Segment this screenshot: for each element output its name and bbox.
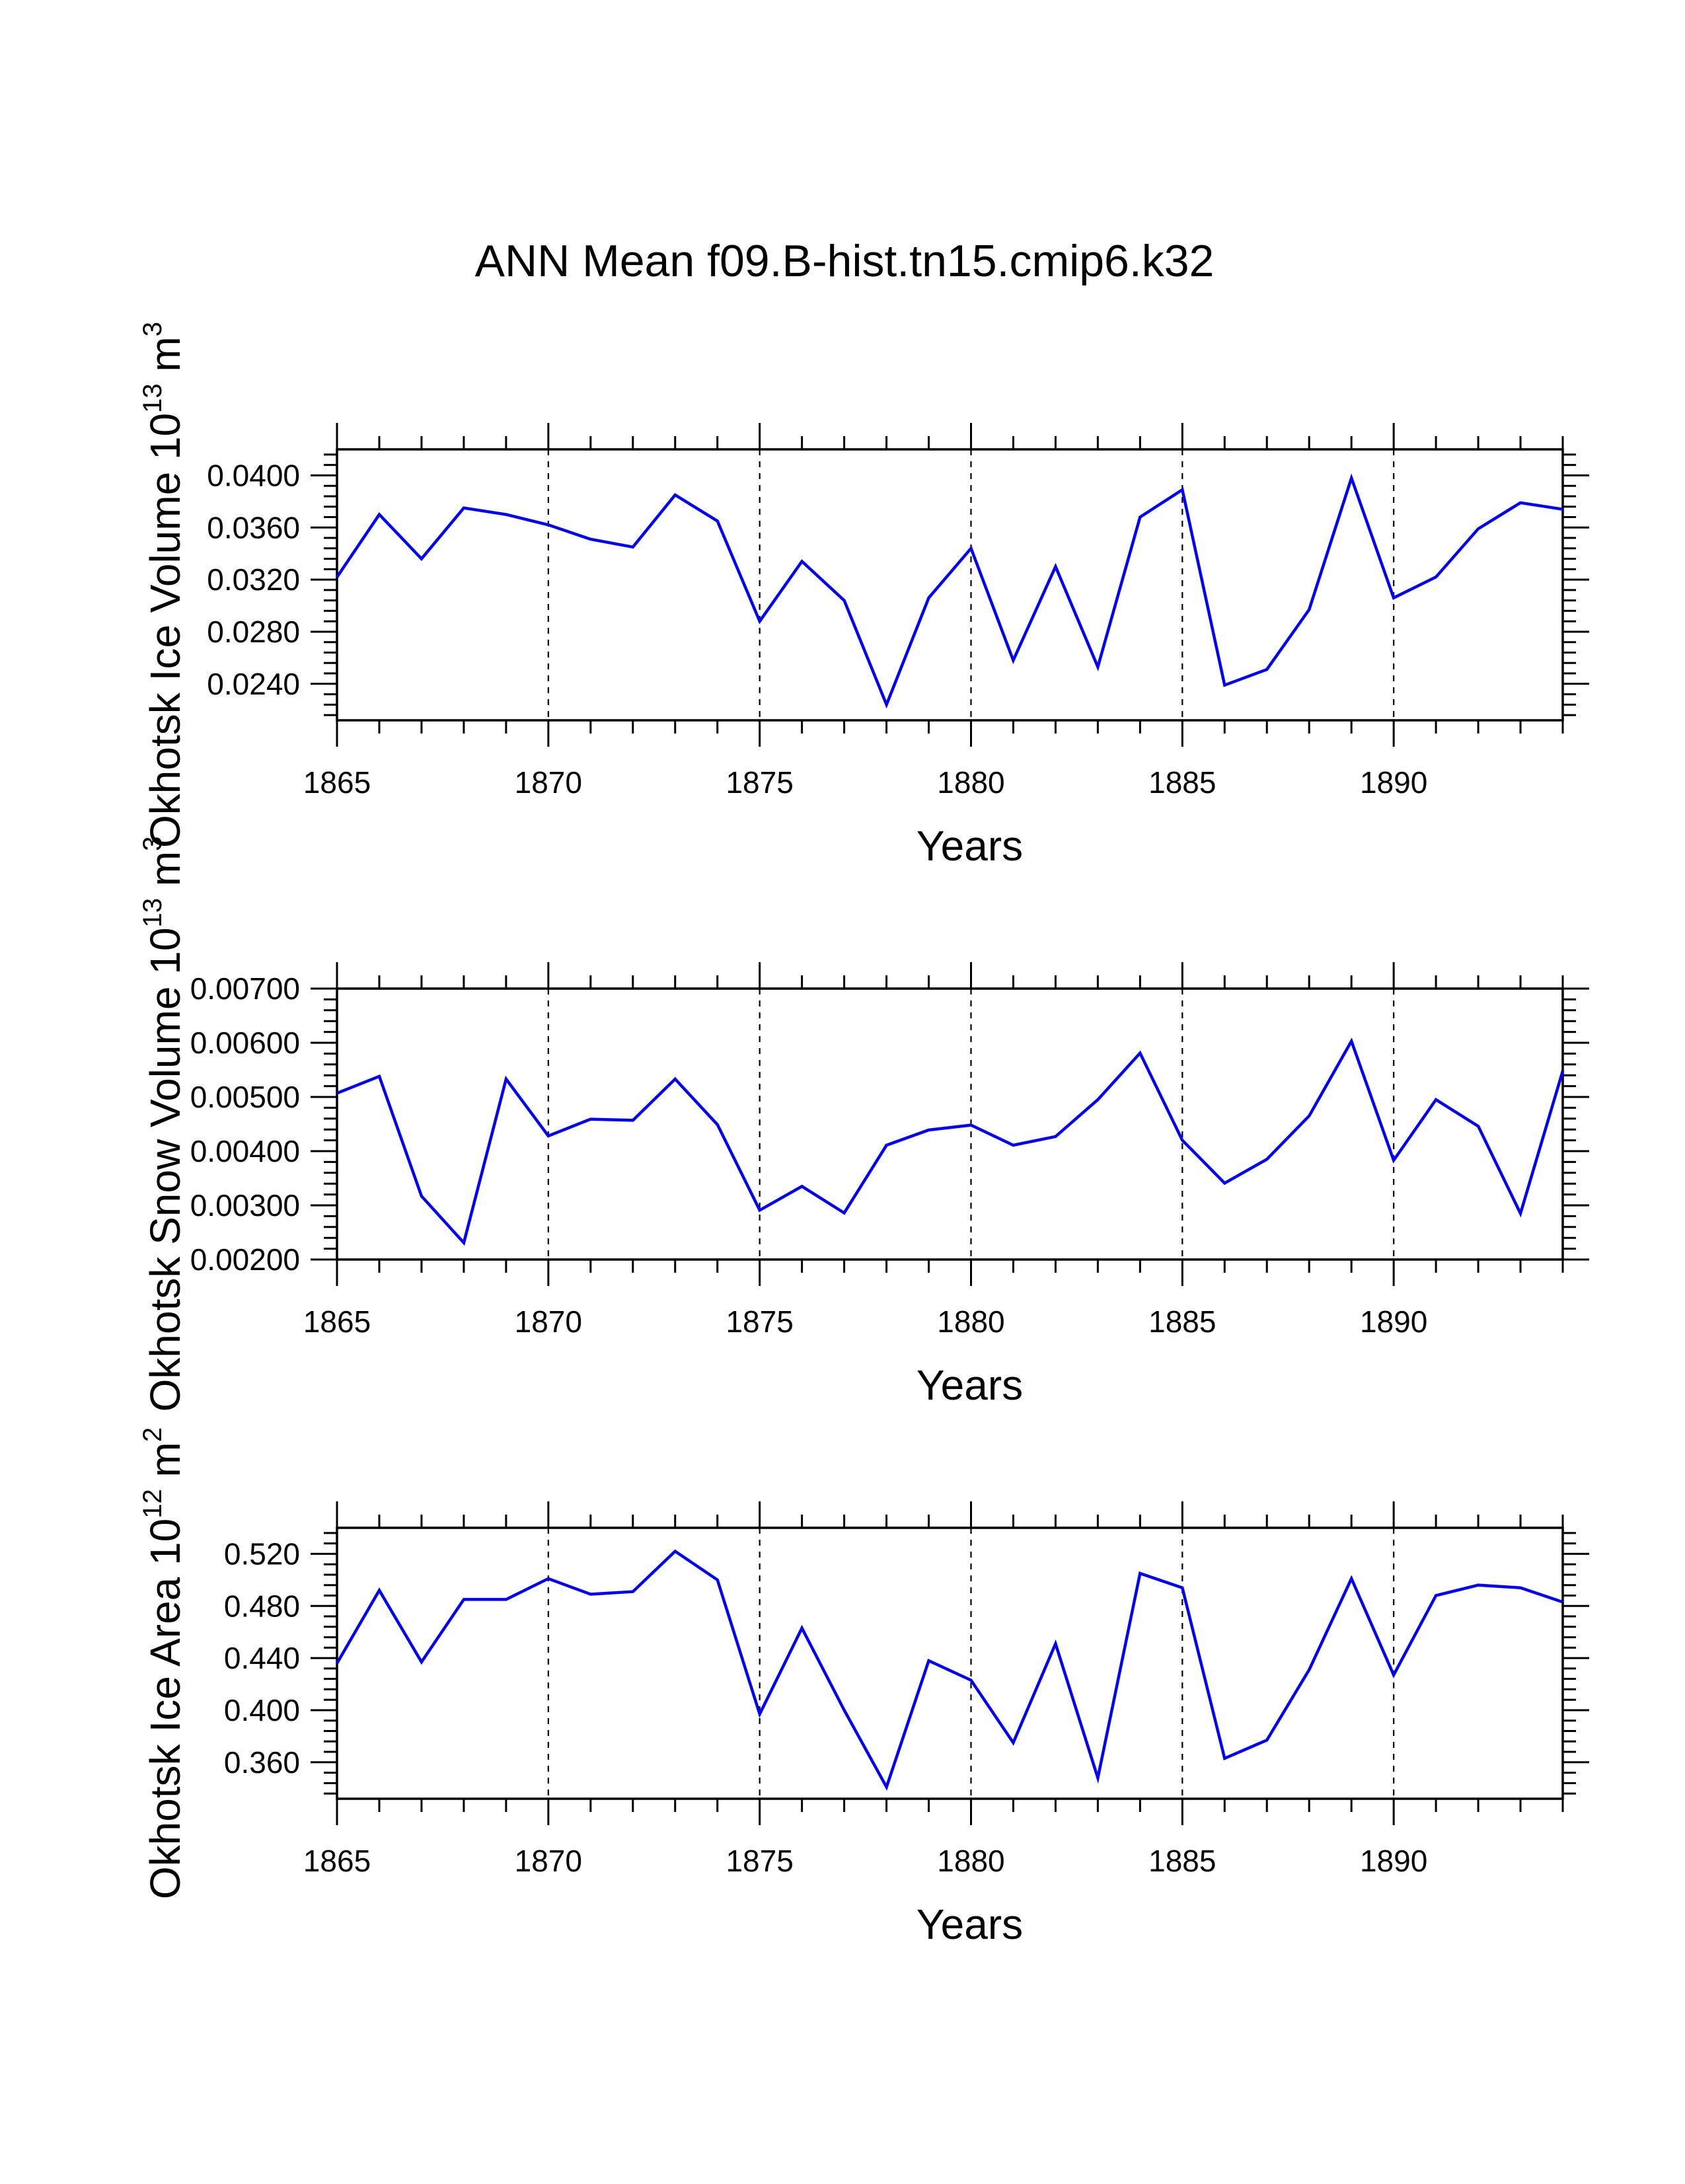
plot-frame <box>336 987 1564 1261</box>
x-tick-label: 1890 <box>1360 1844 1427 1878</box>
x-tick-label: 1865 <box>303 1304 371 1339</box>
y-tick-label: 0.360 <box>224 1745 300 1780</box>
x-tick-label: 1880 <box>937 1844 1004 1878</box>
x-tick-label: 1885 <box>1148 1844 1216 1878</box>
y-tick-label: 0.440 <box>224 1641 300 1675</box>
y-label-unit-power: 3 <box>138 322 167 336</box>
y-tick-label: 0.00200 <box>190 1242 300 1277</box>
x-tick-label: 1880 <box>937 1304 1004 1339</box>
y-tick-label: 0.0280 <box>207 615 300 649</box>
y-axis-label: Okhotsk Ice Area 1012 m2 <box>138 1427 189 1899</box>
y-axis-label: Okhotsk Ice Volume 1013 m3 <box>138 322 189 848</box>
panel-2: 1865 1870 1875 1880 1885 1890 0.00200 0.00300 0.… <box>138 837 1589 1412</box>
x-tick-label: 1890 <box>1360 1304 1427 1339</box>
y-tick-label: 0.480 <box>224 1589 300 1623</box>
y-label-exponent: 13 <box>138 898 167 928</box>
y-tick-label: 0.520 <box>224 1536 300 1571</box>
y-label-text: Okhotsk Snow Volume 10 <box>141 928 189 1412</box>
series-line <box>336 1549 1563 1791</box>
x-tick-label: 1870 <box>515 1304 582 1339</box>
series-line <box>336 473 1563 709</box>
y-tick-label: 0.0400 <box>207 458 300 492</box>
x-tick-label: 1890 <box>1360 765 1427 800</box>
y-tick-label: 0.00300 <box>190 1188 300 1223</box>
y-label-text: Okhotsk Ice Area 10 <box>141 1519 189 1899</box>
y-label-exponent: 12 <box>138 1489 167 1519</box>
y-tick-label: 0.0320 <box>207 562 300 597</box>
x-axis-label: Years <box>917 1901 1023 1948</box>
y-tick-label: 0.00600 <box>190 1026 300 1060</box>
panel-1: 1865 1870 1875 1880 1885 1890 0.0240 0.0280 0.03… <box>138 322 1589 870</box>
y-label-unit: m <box>141 851 189 898</box>
y-tick-label: 0.0360 <box>207 510 300 545</box>
x-tick-label: 1870 <box>515 1844 582 1878</box>
figure-title: ANN Mean f09.B-hist.tn15.cmip6.k32 <box>475 236 1215 286</box>
x-tick-label: 1870 <box>515 765 582 800</box>
y-tick-label: 0.0240 <box>207 667 300 701</box>
y-axis-label: Okhotsk Snow Volume 1013 m3 <box>138 837 189 1412</box>
x-tick-label: 1885 <box>1148 1304 1216 1339</box>
y-tick-label: 0.00400 <box>190 1134 300 1168</box>
y-label-unit-power: 2 <box>138 1427 167 1442</box>
y-tick-label: 0.400 <box>224 1693 300 1727</box>
panel-3: 1865 1870 1875 1880 1885 1890 0.360 0.400 0.440 0… <box>138 1427 1589 1948</box>
y-label-unit: m <box>141 336 189 383</box>
x-axis-label: Years <box>917 1361 1023 1409</box>
x-tick-label: 1880 <box>937 765 1004 800</box>
x-tick-label: 1865 <box>303 765 371 800</box>
y-label-unit: m <box>141 1442 189 1489</box>
plot-frame <box>336 1526 1564 1800</box>
x-tick-label: 1885 <box>1148 765 1216 800</box>
x-tick-label: 1875 <box>726 765 793 800</box>
y-label-text: Okhotsk Ice Volume 10 <box>141 413 189 848</box>
x-tick-label: 1875 <box>726 1304 793 1339</box>
y-tick-label: 0.00700 <box>190 971 300 1006</box>
series-line <box>336 1037 1565 1246</box>
x-tick-label: 1865 <box>303 1844 371 1878</box>
x-tick-label: 1875 <box>726 1844 793 1878</box>
y-label-unit-power: 3 <box>138 837 167 851</box>
y-tick-label: 0.00500 <box>190 1080 300 1114</box>
plot-frame <box>336 448 1564 722</box>
y-label-exponent: 13 <box>138 383 167 413</box>
x-axis-label: Years <box>917 822 1023 870</box>
